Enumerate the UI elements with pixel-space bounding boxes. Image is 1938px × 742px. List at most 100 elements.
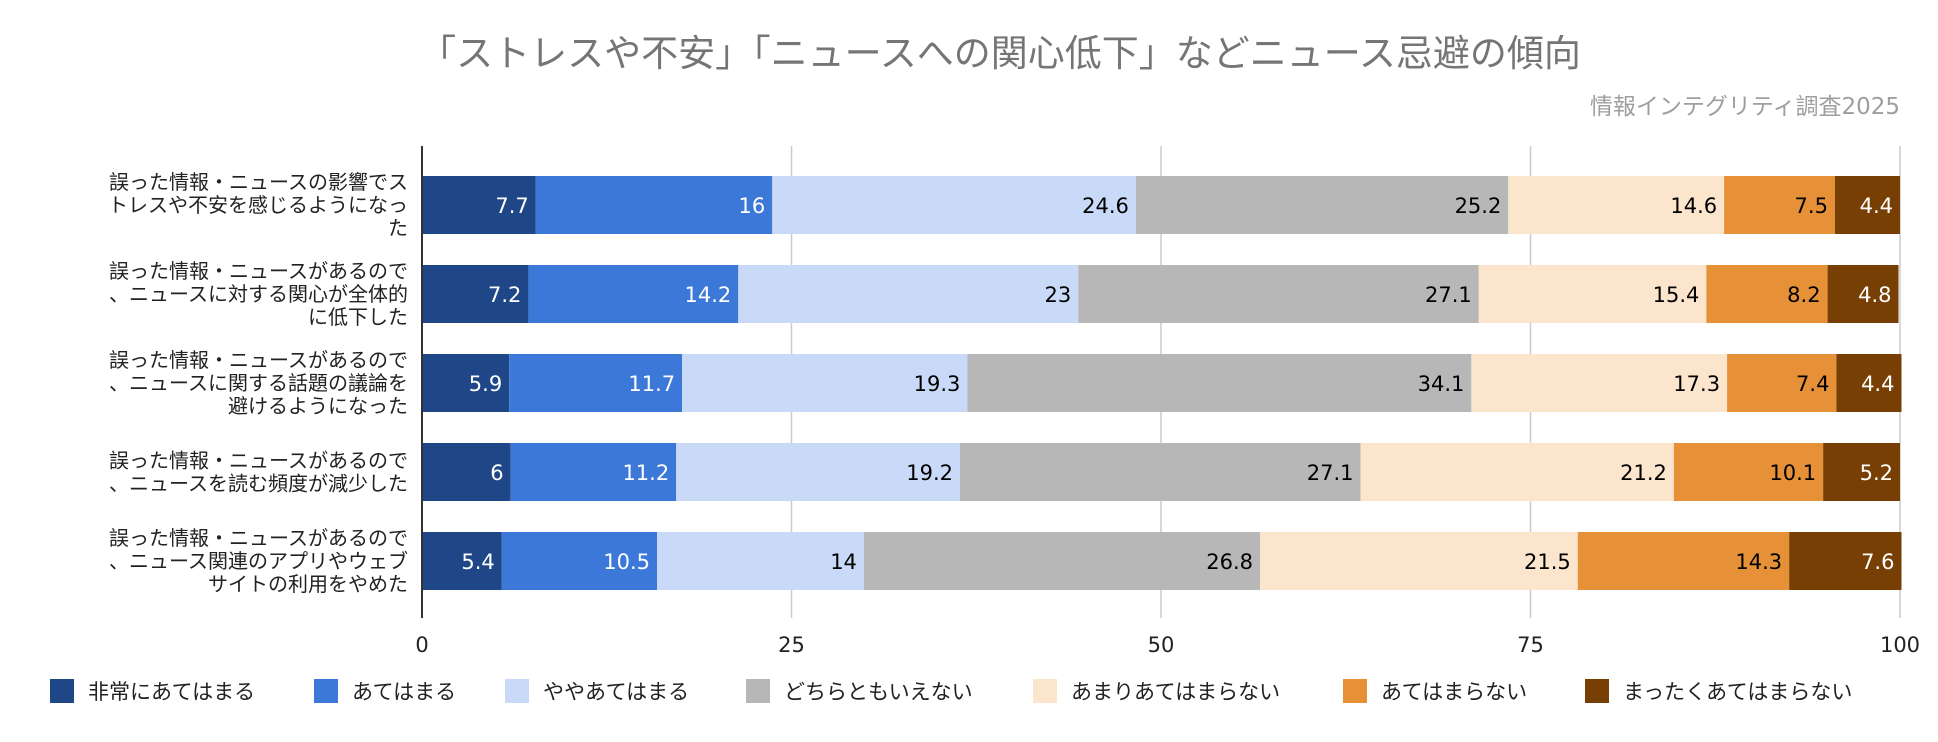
data-label: 14 [830, 550, 857, 574]
bar-segment [1724, 176, 1835, 234]
chart-subtitle: 情報インテグリティ調査2025 [1590, 94, 1900, 120]
bar-segment [1478, 265, 1707, 323]
legend-swatch [50, 679, 74, 703]
legend-label: 非常にあてはまる [88, 680, 255, 704]
bar-segment [1836, 354, 1902, 412]
bar-segment [967, 354, 1472, 412]
legend-swatch [1343, 679, 1367, 703]
category-label-line: 、ニュース関連のアプリやウェブ [109, 549, 408, 573]
chart-title: 「ストレスや不安」「ニュースへの関心低下」などニュース忌避の傾向 [419, 32, 1581, 75]
data-label: 4.8 [1858, 283, 1891, 307]
bar-segment [1823, 443, 1900, 501]
bar-segment [422, 354, 510, 412]
data-label: 16 [739, 194, 766, 218]
data-label: 5.9 [469, 372, 502, 396]
category-label-line: 、ニュースに対する関心が全体的 [109, 282, 408, 306]
bar-segment [1508, 176, 1725, 234]
bar-segment [1706, 265, 1828, 323]
data-label: 14.6 [1670, 194, 1717, 218]
data-label: 27.1 [1425, 283, 1472, 307]
data-label: 8.2 [1787, 283, 1820, 307]
data-label: 25.2 [1455, 194, 1502, 218]
bar-segment [1789, 532, 1902, 590]
bar-segment [422, 532, 502, 590]
data-label: 14.2 [685, 283, 732, 307]
bar-segment [501, 532, 658, 590]
data-label: 10.1 [1769, 461, 1816, 485]
category-label: 誤った情報・ニュースがあるので、ニュースに関する話題の議論を避けるようになった [109, 348, 408, 418]
bar-segment [510, 443, 677, 501]
bar-segment [1727, 354, 1837, 412]
bar-segment [1078, 265, 1479, 323]
category-label-line: 、ニュースに関する話題の議論を [109, 371, 408, 395]
data-label: 7.5 [1795, 194, 1828, 218]
bar-segment [1260, 532, 1578, 590]
category-label-line: た [388, 216, 408, 240]
category-label: 誤った情報・ニュースの影響でストレスや不安を感じるようになった [108, 170, 408, 240]
data-label: 7.6 [1861, 550, 1894, 574]
data-label: 4.4 [1860, 194, 1893, 218]
x-tick-label: 100 [1880, 633, 1920, 657]
x-tick-label: 75 [1517, 633, 1544, 657]
bar-segment [959, 443, 1361, 501]
x-tick-label: 50 [1148, 633, 1175, 657]
data-label: 19.3 [914, 372, 961, 396]
data-label: 5.4 [461, 550, 494, 574]
data-label: 27.1 [1307, 461, 1354, 485]
category-label-line: 、ニュースを読む頻度が減少した [109, 472, 408, 496]
bar-segment [1834, 176, 1900, 234]
x-tick-label: 25 [778, 633, 805, 657]
data-label: 19.2 [906, 461, 953, 485]
data-label: 34.1 [1418, 372, 1465, 396]
data-label: 23 [1044, 283, 1071, 307]
data-label: 14.3 [1735, 550, 1782, 574]
bar-segment [1673, 443, 1824, 501]
bar-segment [509, 354, 683, 412]
bar-segment [738, 265, 1079, 323]
category-label: 誤った情報・ニュースがあるので、ニュースに対する関心が全体的に低下した [109, 259, 408, 329]
category-label-line: 誤った情報・ニュースがあるので [109, 449, 408, 473]
x-tick-label: 0 [415, 633, 428, 657]
category-label: 誤った情報・ニュースがあるので、ニュースを読む頻度が減少した [109, 449, 408, 496]
legend-label: どちらともいえない [784, 680, 973, 704]
data-label: 5.2 [1860, 461, 1893, 485]
legend: 非常にあてはまる あてはまる ややあてはまる どちらともいえない あまりあてはまらない あ… [50, 679, 1852, 704]
category-label-line: トレスや不安を感じるようになっ [108, 193, 408, 217]
bars: 7.7 16 24.6 25.2 14.6 7.5 4.4 7.2 14.2 23 27.1 15.4… [422, 176, 1902, 590]
category-label-line: 誤った情報・ニュースがあるので [109, 348, 408, 372]
legend-swatch [1033, 679, 1057, 703]
legend-label: あまりあてはまらない [1071, 680, 1280, 704]
category-label-line: サイトの利用をやめた [208, 572, 408, 596]
data-label: 7.4 [1796, 372, 1829, 396]
data-label: 11.2 [622, 461, 669, 485]
bar-segment [1360, 443, 1674, 501]
bar-segment [863, 532, 1261, 590]
bar-segment [422, 176, 536, 234]
data-label: 10.5 [603, 550, 650, 574]
category-label-line: 避けるようになった [228, 394, 408, 418]
data-label: 21.5 [1524, 550, 1571, 574]
data-label: 7.2 [488, 283, 521, 307]
axes: 0 25 50 75 100 誤った情報・ニュースの影響でストレスや不安を感じるようになっ… [108, 146, 1920, 657]
data-label: 4.4 [1861, 372, 1894, 396]
bar-segment [1135, 176, 1509, 234]
category-label-line: 誤った情報・ニュースの影響でス [109, 170, 408, 194]
data-label: 11.7 [628, 372, 675, 396]
bar-segment [676, 443, 960, 501]
legend-swatch [1585, 679, 1609, 703]
data-label: 17.3 [1673, 372, 1720, 396]
bar-segment [422, 443, 511, 501]
category-label: 誤った情報・ニュースがあるので、ニュース関連のアプリやウェブサイトの利用をやめた [109, 526, 408, 596]
bar-segment [1471, 354, 1728, 412]
legend-swatch [505, 679, 529, 703]
category-label-line: に低下した [308, 305, 408, 329]
data-label: 6 [490, 461, 503, 485]
legend-swatch [314, 679, 338, 703]
bar-segment [535, 176, 773, 234]
bar-segment [657, 532, 864, 590]
legend-label: あてはまらない [1381, 680, 1527, 704]
legend-label: まったくあてはまらない [1623, 680, 1852, 704]
data-label: 7.7 [495, 194, 528, 218]
